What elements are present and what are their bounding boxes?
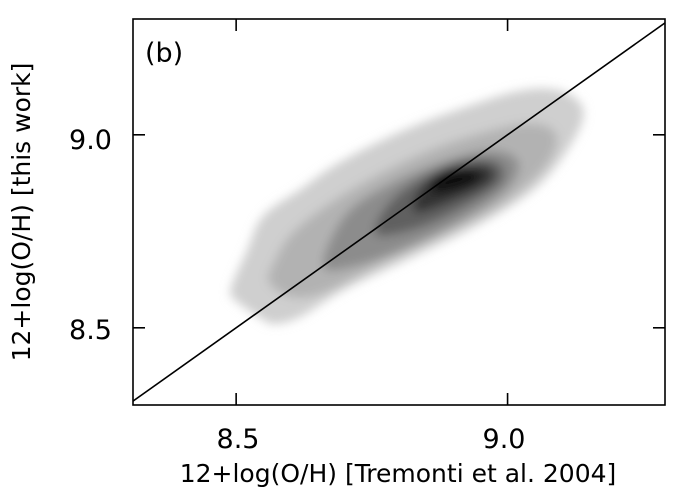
density-contour-level-6	[430, 169, 482, 193]
panel-label: (b)	[145, 38, 183, 69]
y-tick-label: 9.0	[69, 125, 112, 156]
plot-frame	[132, 18, 666, 406]
y-axis-title: 12+log(O/H) [this work]	[7, 63, 36, 362]
y-tick-label: 8.5	[69, 315, 112, 346]
one-to-one-reference-line	[133, 22, 665, 402]
x-tick-label: 9.0	[483, 424, 526, 455]
x-tick-label: 8.5	[217, 424, 260, 455]
x-axis-title: 12+log(O/H) [Tremonti et al. 2004]	[180, 459, 617, 488]
axis-ticks	[133, 19, 665, 405]
